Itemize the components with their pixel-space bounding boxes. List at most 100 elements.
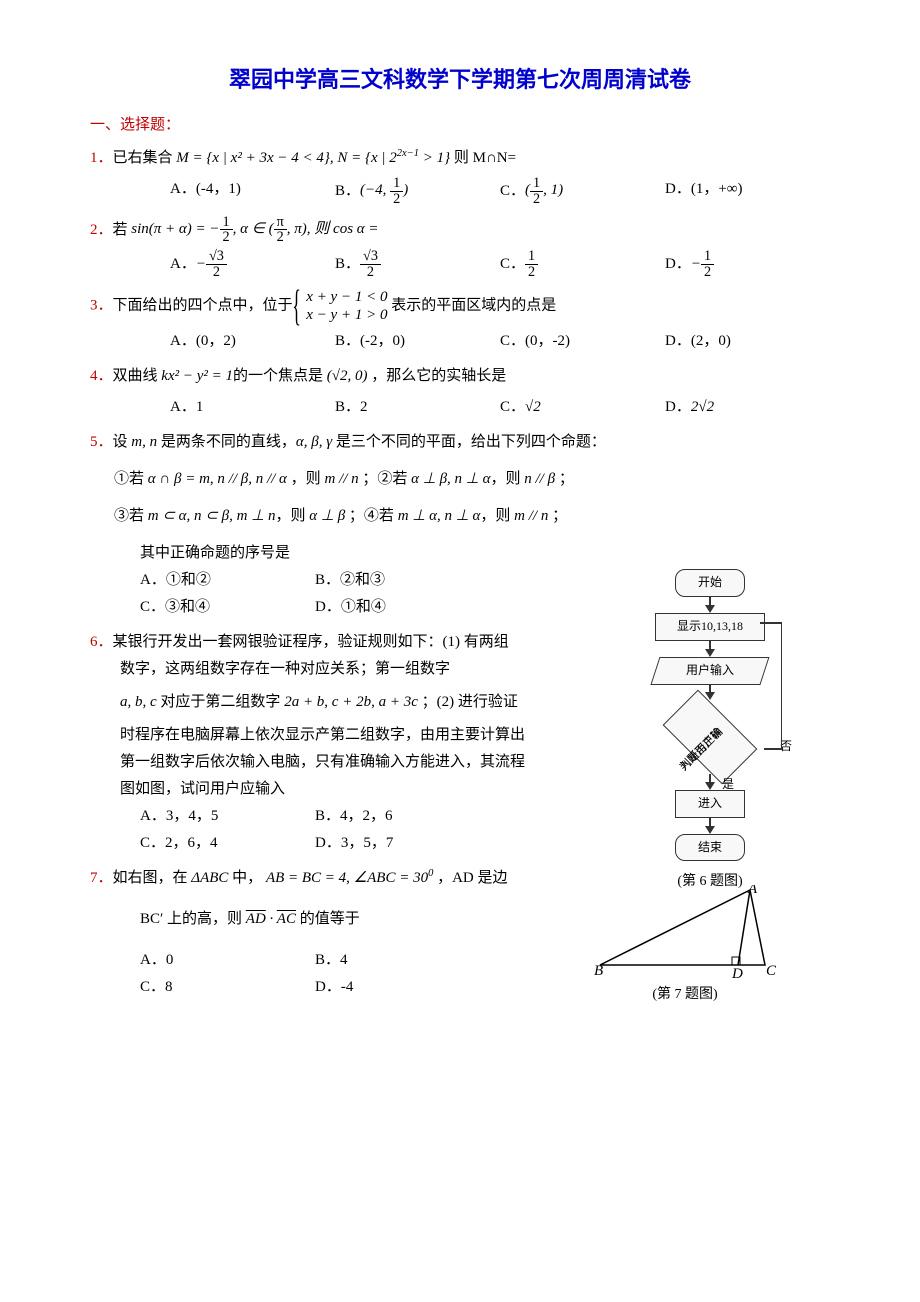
q6-C: C．2，6，4 bbox=[140, 830, 315, 857]
q1-num: 1． bbox=[90, 150, 113, 166]
q5-options-row1: A．①和② B．②和③ bbox=[90, 567, 490, 594]
q5p2m2: α ⊥ β bbox=[309, 508, 345, 524]
q3-a: 下面给出的四个点中，位于 bbox=[113, 298, 297, 314]
q4-C: C．√2 bbox=[500, 394, 665, 421]
q1-m1: M = {x | x² + 3x − 4 < 4}, N = {x | 2 bbox=[176, 150, 396, 166]
q1-C-den: 2 bbox=[530, 191, 543, 207]
q2-A: A．−√32 bbox=[170, 249, 335, 280]
q2-B-den: 2 bbox=[360, 264, 381, 280]
question-2: 2．若 sin(π + α) = −12, α ∈ (π2, π), 则 cos… bbox=[90, 215, 830, 281]
q2-d1: 2 bbox=[220, 229, 233, 245]
q7-num: 7． bbox=[90, 870, 113, 886]
fc-show: 显示10,13,18 bbox=[655, 613, 765, 641]
q1-C-num: 1 bbox=[530, 176, 543, 191]
q1-B: B．(−4, 12) bbox=[335, 176, 500, 207]
q5p1m2: m // n bbox=[324, 471, 358, 487]
q1-B-b: ) bbox=[403, 182, 408, 198]
q6-D: D．3，5，7 bbox=[315, 830, 490, 857]
svg-text:D: D bbox=[731, 966, 743, 980]
q3-A: A．(0，2) bbox=[170, 328, 335, 355]
q2-A-num: √3 bbox=[206, 249, 227, 264]
q4-B: B．2 bbox=[335, 394, 500, 421]
q3-l2: x − y + 1 > 0 bbox=[306, 306, 387, 324]
q3-brace: x + y − 1 < 0x − y + 1 > 0 bbox=[296, 288, 387, 324]
q3-B: B．(-2，0) bbox=[335, 328, 500, 355]
q5p1e: ； bbox=[555, 471, 574, 487]
q5-num: 5． bbox=[90, 434, 113, 450]
q4-a: 双曲线 bbox=[113, 368, 162, 384]
q7l2a: BC′ 上的高，则 bbox=[140, 911, 246, 927]
q5p1c: ；②若 bbox=[359, 471, 412, 487]
q5-D: D．①和④ bbox=[315, 594, 490, 621]
q5p1d: ，则 bbox=[490, 471, 524, 487]
q3-stem: 3．下面给出的四个点中，位于 x + y − 1 < 0x − y + 1 > … bbox=[90, 288, 830, 324]
q5-b: 是两条不同的直线， bbox=[157, 434, 296, 450]
q7v1: AD bbox=[246, 911, 266, 927]
q3-b: 表示的平面区域内的点是 bbox=[387, 298, 556, 314]
q5-mn: m, n bbox=[131, 434, 157, 450]
q6l1t: 某银行开发出一套网银验证程序，验证规则如下：(1) 有两组 bbox=[113, 634, 509, 650]
q4-D-m: 2√2 bbox=[691, 399, 714, 415]
fc-judge: 判断用户输入是否正确 bbox=[663, 690, 758, 785]
q7b: 中， bbox=[228, 870, 266, 886]
q2-B-pre: B． bbox=[335, 256, 360, 272]
q7-r2: C．8 D．-4 bbox=[90, 974, 490, 1001]
q7-A: A．0 bbox=[140, 947, 315, 974]
q1-B-num: 1 bbox=[390, 176, 403, 191]
q7l2b: 的值等于 bbox=[296, 911, 360, 927]
fc-yes: 是 bbox=[722, 774, 734, 796]
fc-end: 结束 bbox=[675, 834, 745, 862]
q7tri: ΔABC bbox=[191, 870, 228, 886]
section-heading: 一、选择题： bbox=[90, 112, 830, 139]
q5p1m3: α ⊥ β, n ⊥ α bbox=[411, 471, 490, 487]
q1-text-b: 则 M∩N= bbox=[450, 150, 516, 166]
q5-options-row2: C．③和④ D．①和④ bbox=[90, 594, 490, 621]
q7-D: D．-4 bbox=[315, 974, 490, 1001]
q4-b: 的一个焦点是 bbox=[233, 368, 327, 384]
q1-math: M = {x | x² + 3x − 4 < 4}, N = {x | 22x−… bbox=[176, 150, 450, 166]
q2-B-num: √3 bbox=[360, 249, 381, 264]
q5-p1: ①若 α ∩ β = m, n // β, n // α ，则 m // n ；… bbox=[90, 466, 830, 493]
q5p2c: ；④若 bbox=[345, 508, 398, 524]
q5p2m1: m ⊂ α, n ⊂ β, m ⊥ n bbox=[148, 508, 276, 524]
q4-C-m: √2 bbox=[525, 399, 541, 415]
q5-a: 设 bbox=[113, 434, 132, 450]
fc-enter: 进入 bbox=[675, 790, 745, 818]
q5-stem: 5．设 m, n 是两条不同的直线，α, β, γ 是三个不同的平面，给出下列四… bbox=[90, 429, 830, 456]
q5p1m1: α ∩ β = m, n // β, n // α bbox=[148, 471, 287, 487]
q1-C-b: , 1) bbox=[543, 182, 563, 198]
q2-D-den: 2 bbox=[701, 264, 714, 280]
q6-l6: 图如图，试问用户应输入 bbox=[90, 776, 650, 803]
q1-options: A．(-4，1) B．(−4, 12) C．(12, 1) D．(1，+∞) bbox=[90, 176, 830, 207]
q5-A: A．①和② bbox=[140, 567, 315, 594]
q3-C: C．(0，-2) bbox=[500, 328, 665, 355]
q6l3a: a, b, c bbox=[120, 694, 157, 710]
q7-stem: 7．如右图，在 ΔABC 中， AB = BC = 4, ∠ABC = 300 … bbox=[90, 865, 650, 892]
q2-D-sign: − bbox=[691, 256, 701, 272]
q6-l5: 第一组数字后依次输入电脑，只有准确输入方能进入，其流程 bbox=[90, 749, 650, 776]
q2-A-den: 2 bbox=[206, 264, 227, 280]
q2-A-pre: A． bbox=[170, 256, 196, 272]
fc-input-t: 用户输入 bbox=[686, 660, 734, 682]
q2-D: D．−12 bbox=[665, 249, 830, 280]
q4-options: A．1 B．2 C．√2 D．2√2 bbox=[90, 394, 830, 421]
q6-A: A．3，4，5 bbox=[140, 803, 315, 830]
q7c: ，AD 是边 bbox=[433, 870, 507, 886]
question-1: 1．已右集合 M = {x | x² + 3x − 4 < 4}, N = {x… bbox=[90, 145, 830, 207]
q1-text-a: 已右集合 bbox=[113, 150, 177, 166]
q2-stem: 2．若 sin(π + α) = −12, α ∈ (π2, π), 则 cos… bbox=[90, 215, 830, 246]
q5p1b: ，则 bbox=[287, 471, 325, 487]
q4-D-pre: D． bbox=[665, 399, 691, 415]
q5-p2: ③若 m ⊂ α, n ⊂ β, m ⊥ n，则 α ⊥ β ；④若 m ⊥ α… bbox=[90, 503, 830, 530]
svg-text:B: B bbox=[594, 963, 603, 979]
q5p1a: ①若 bbox=[114, 471, 148, 487]
q6-l2: 数字，这两组数字存在一种对应关系；第一组数字 bbox=[90, 656, 650, 683]
q1-sup: 2x−1 bbox=[397, 148, 419, 159]
q4-m-b: (√2, 0) bbox=[327, 368, 368, 384]
q2-d2: 2 bbox=[274, 229, 287, 245]
q2-n2: π bbox=[274, 215, 287, 230]
q7-caption: (第 7 题图) bbox=[590, 982, 780, 1007]
q2-A-sign: − bbox=[196, 256, 206, 272]
q6-r1: A．3，4，5 B．4，2，6 bbox=[90, 803, 490, 830]
q7-l2: BC′ 上的高，则 AD · AC 的值等于 bbox=[90, 906, 650, 933]
